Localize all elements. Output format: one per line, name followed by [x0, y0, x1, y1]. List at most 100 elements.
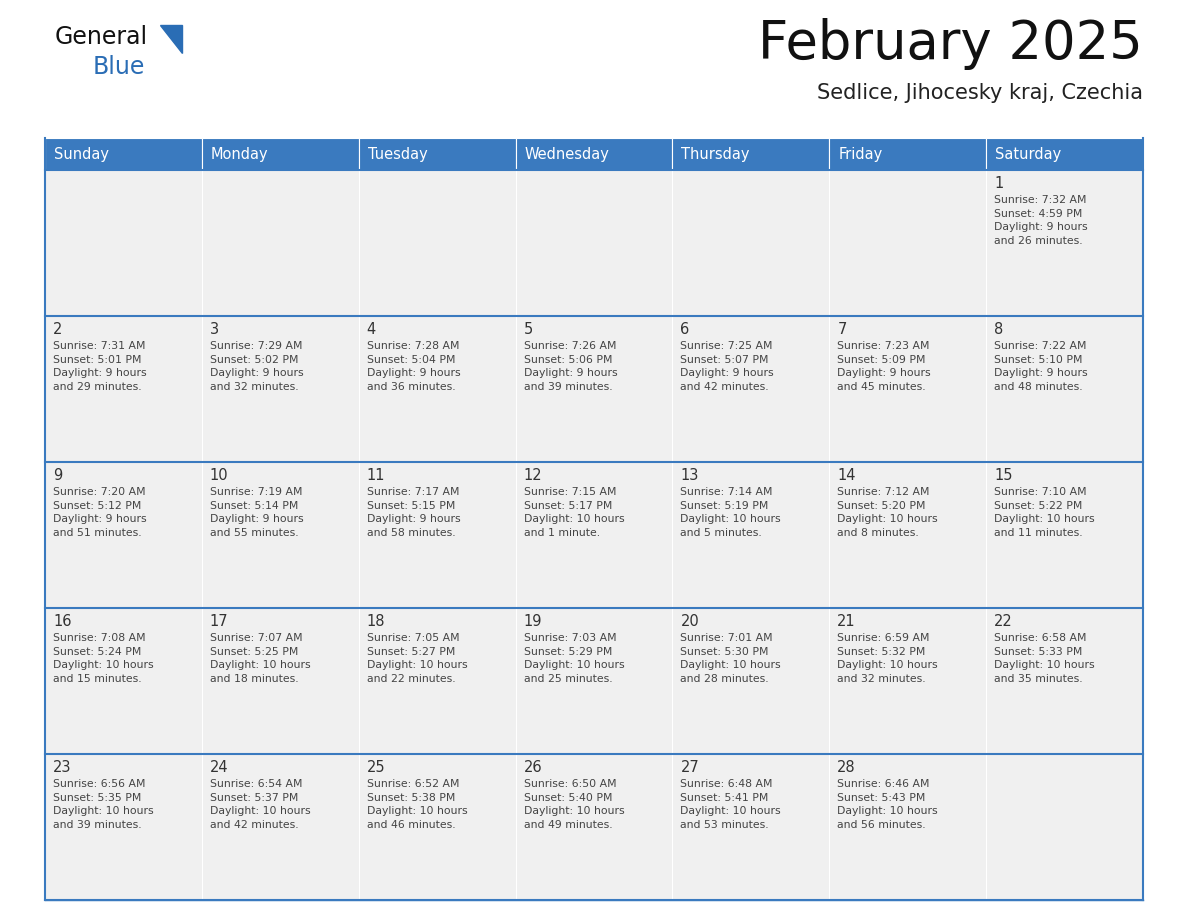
Text: 24: 24: [210, 760, 228, 775]
Text: 21: 21: [838, 614, 855, 629]
Bar: [516, 462, 672, 608]
Bar: [986, 170, 1143, 316]
Text: Sunrise: 7:20 AM
Sunset: 5:12 PM
Daylight: 9 hours
and 51 minutes.: Sunrise: 7:20 AM Sunset: 5:12 PM Dayligh…: [53, 487, 146, 538]
Bar: [202, 170, 359, 316]
Bar: [672, 754, 829, 900]
Text: Wednesday: Wednesday: [525, 147, 609, 162]
Bar: [672, 138, 829, 170]
Text: Sunrise: 7:19 AM
Sunset: 5:14 PM
Daylight: 9 hours
and 55 minutes.: Sunrise: 7:19 AM Sunset: 5:14 PM Dayligh…: [210, 487, 303, 538]
Text: Sunrise: 7:32 AM
Sunset: 4:59 PM
Daylight: 9 hours
and 26 minutes.: Sunrise: 7:32 AM Sunset: 4:59 PM Dayligh…: [994, 195, 1088, 246]
Bar: [359, 754, 516, 900]
Text: General: General: [55, 25, 148, 49]
Text: Sunrise: 7:05 AM
Sunset: 5:27 PM
Daylight: 10 hours
and 22 minutes.: Sunrise: 7:05 AM Sunset: 5:27 PM Dayligh…: [367, 633, 467, 684]
Bar: [202, 754, 359, 900]
Text: 9: 9: [53, 468, 62, 483]
Text: 17: 17: [210, 614, 228, 629]
Bar: [45, 138, 202, 170]
Text: 4: 4: [367, 322, 375, 337]
Text: 26: 26: [524, 760, 542, 775]
Bar: [45, 462, 202, 608]
Bar: [829, 170, 986, 316]
Text: Sunrise: 6:50 AM
Sunset: 5:40 PM
Daylight: 10 hours
and 49 minutes.: Sunrise: 6:50 AM Sunset: 5:40 PM Dayligh…: [524, 779, 624, 830]
Text: Sunrise: 6:56 AM
Sunset: 5:35 PM
Daylight: 10 hours
and 39 minutes.: Sunrise: 6:56 AM Sunset: 5:35 PM Dayligh…: [53, 779, 153, 830]
Text: 5: 5: [524, 322, 533, 337]
Text: Sunrise: 7:29 AM
Sunset: 5:02 PM
Daylight: 9 hours
and 32 minutes.: Sunrise: 7:29 AM Sunset: 5:02 PM Dayligh…: [210, 341, 303, 392]
Bar: [829, 608, 986, 754]
Bar: [672, 170, 829, 316]
Text: Sunrise: 7:22 AM
Sunset: 5:10 PM
Daylight: 9 hours
and 48 minutes.: Sunrise: 7:22 AM Sunset: 5:10 PM Dayligh…: [994, 341, 1088, 392]
Text: 14: 14: [838, 468, 855, 483]
Text: Sunrise: 7:01 AM
Sunset: 5:30 PM
Daylight: 10 hours
and 28 minutes.: Sunrise: 7:01 AM Sunset: 5:30 PM Dayligh…: [681, 633, 781, 684]
Text: 27: 27: [681, 760, 700, 775]
Text: Tuesday: Tuesday: [368, 147, 428, 162]
Bar: [45, 754, 202, 900]
Polygon shape: [160, 25, 182, 53]
Bar: [672, 462, 829, 608]
Text: 8: 8: [994, 322, 1004, 337]
Text: Sunrise: 7:28 AM
Sunset: 5:04 PM
Daylight: 9 hours
and 36 minutes.: Sunrise: 7:28 AM Sunset: 5:04 PM Dayligh…: [367, 341, 460, 392]
Text: Sunrise: 7:17 AM
Sunset: 5:15 PM
Daylight: 9 hours
and 58 minutes.: Sunrise: 7:17 AM Sunset: 5:15 PM Dayligh…: [367, 487, 460, 538]
Bar: [516, 608, 672, 754]
Bar: [986, 316, 1143, 462]
Text: Saturday: Saturday: [996, 147, 1061, 162]
Bar: [202, 608, 359, 754]
Text: 13: 13: [681, 468, 699, 483]
Bar: [986, 138, 1143, 170]
Text: Sunrise: 6:46 AM
Sunset: 5:43 PM
Daylight: 10 hours
and 56 minutes.: Sunrise: 6:46 AM Sunset: 5:43 PM Dayligh…: [838, 779, 937, 830]
Text: 18: 18: [367, 614, 385, 629]
Bar: [986, 754, 1143, 900]
Bar: [516, 316, 672, 462]
Text: Sunrise: 7:31 AM
Sunset: 5:01 PM
Daylight: 9 hours
and 29 minutes.: Sunrise: 7:31 AM Sunset: 5:01 PM Dayligh…: [53, 341, 146, 392]
Bar: [359, 170, 516, 316]
Text: Friday: Friday: [839, 147, 883, 162]
Bar: [986, 608, 1143, 754]
Text: 28: 28: [838, 760, 855, 775]
Text: 2: 2: [53, 322, 63, 337]
Text: Sunrise: 7:23 AM
Sunset: 5:09 PM
Daylight: 9 hours
and 45 minutes.: Sunrise: 7:23 AM Sunset: 5:09 PM Dayligh…: [838, 341, 931, 392]
Text: Sunrise: 7:07 AM
Sunset: 5:25 PM
Daylight: 10 hours
and 18 minutes.: Sunrise: 7:07 AM Sunset: 5:25 PM Dayligh…: [210, 633, 310, 684]
Bar: [359, 138, 516, 170]
Bar: [829, 462, 986, 608]
Bar: [359, 316, 516, 462]
Bar: [202, 462, 359, 608]
Text: 19: 19: [524, 614, 542, 629]
Text: February 2025: February 2025: [758, 18, 1143, 70]
Bar: [45, 608, 202, 754]
Text: 12: 12: [524, 468, 542, 483]
Text: Sunrise: 6:48 AM
Sunset: 5:41 PM
Daylight: 10 hours
and 53 minutes.: Sunrise: 6:48 AM Sunset: 5:41 PM Dayligh…: [681, 779, 781, 830]
Text: 7: 7: [838, 322, 847, 337]
Text: Blue: Blue: [93, 55, 145, 79]
Text: Sunrise: 6:58 AM
Sunset: 5:33 PM
Daylight: 10 hours
and 35 minutes.: Sunrise: 6:58 AM Sunset: 5:33 PM Dayligh…: [994, 633, 1095, 684]
Bar: [986, 462, 1143, 608]
Bar: [202, 138, 359, 170]
Text: 23: 23: [53, 760, 71, 775]
Text: 22: 22: [994, 614, 1013, 629]
Text: Sunrise: 6:54 AM
Sunset: 5:37 PM
Daylight: 10 hours
and 42 minutes.: Sunrise: 6:54 AM Sunset: 5:37 PM Dayligh…: [210, 779, 310, 830]
Text: Sunrise: 6:59 AM
Sunset: 5:32 PM
Daylight: 10 hours
and 32 minutes.: Sunrise: 6:59 AM Sunset: 5:32 PM Dayligh…: [838, 633, 937, 684]
Text: 25: 25: [367, 760, 385, 775]
Bar: [516, 754, 672, 900]
Bar: [202, 316, 359, 462]
Text: Sunrise: 7:08 AM
Sunset: 5:24 PM
Daylight: 10 hours
and 15 minutes.: Sunrise: 7:08 AM Sunset: 5:24 PM Dayligh…: [53, 633, 153, 684]
Bar: [829, 138, 986, 170]
Bar: [672, 316, 829, 462]
Text: 15: 15: [994, 468, 1012, 483]
Bar: [829, 316, 986, 462]
Bar: [45, 316, 202, 462]
Bar: [45, 170, 202, 316]
Text: Sunday: Sunday: [53, 147, 109, 162]
Text: Sunrise: 7:03 AM
Sunset: 5:29 PM
Daylight: 10 hours
and 25 minutes.: Sunrise: 7:03 AM Sunset: 5:29 PM Dayligh…: [524, 633, 624, 684]
Bar: [359, 608, 516, 754]
Text: Monday: Monday: [210, 147, 268, 162]
Text: 6: 6: [681, 322, 690, 337]
Bar: [516, 138, 672, 170]
Text: 20: 20: [681, 614, 700, 629]
Text: Thursday: Thursday: [682, 147, 750, 162]
Text: Sunrise: 7:10 AM
Sunset: 5:22 PM
Daylight: 10 hours
and 11 minutes.: Sunrise: 7:10 AM Sunset: 5:22 PM Dayligh…: [994, 487, 1095, 538]
Text: Sunrise: 7:12 AM
Sunset: 5:20 PM
Daylight: 10 hours
and 8 minutes.: Sunrise: 7:12 AM Sunset: 5:20 PM Dayligh…: [838, 487, 937, 538]
Text: Sunrise: 7:26 AM
Sunset: 5:06 PM
Daylight: 9 hours
and 39 minutes.: Sunrise: 7:26 AM Sunset: 5:06 PM Dayligh…: [524, 341, 618, 392]
Text: 10: 10: [210, 468, 228, 483]
Text: Sunrise: 6:52 AM
Sunset: 5:38 PM
Daylight: 10 hours
and 46 minutes.: Sunrise: 6:52 AM Sunset: 5:38 PM Dayligh…: [367, 779, 467, 830]
Text: Sedlice, Jihocesky kraj, Czechia: Sedlice, Jihocesky kraj, Czechia: [817, 83, 1143, 103]
Bar: [516, 170, 672, 316]
